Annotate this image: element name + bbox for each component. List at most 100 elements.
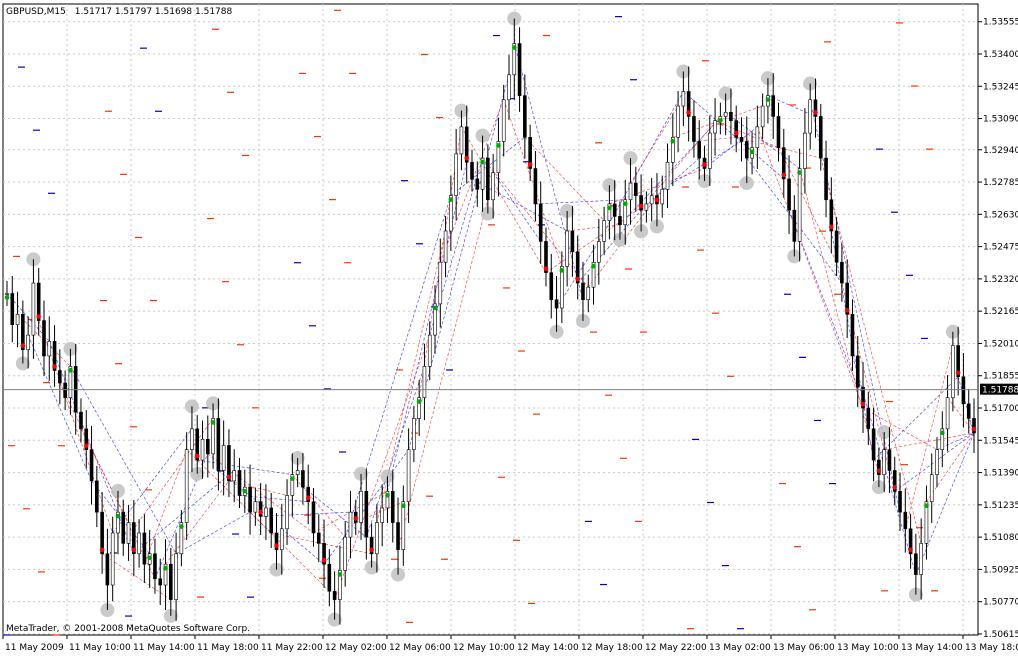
y-tick-label: 1.52320 xyxy=(983,275,1018,285)
signal-line xyxy=(651,116,721,196)
candle-body xyxy=(734,120,739,138)
buy-arrow xyxy=(242,488,248,494)
sell-arrow xyxy=(321,557,327,563)
buy-arrow xyxy=(210,420,216,425)
candle-body xyxy=(316,532,321,544)
candle-body xyxy=(63,382,67,398)
candle-body xyxy=(295,470,300,475)
candle-body xyxy=(443,230,448,263)
buy-arrow xyxy=(448,197,454,202)
candle-body xyxy=(486,157,490,201)
candle-body xyxy=(184,449,189,523)
sell-arrow xyxy=(52,364,57,369)
candle-body xyxy=(966,403,971,419)
candle-body xyxy=(523,95,527,138)
x-tick-label: 13 May 14:00 xyxy=(901,643,963,653)
x-tick-label: 13 May 02:00 xyxy=(709,643,771,653)
candle-body xyxy=(665,161,670,190)
candle-body xyxy=(871,428,876,461)
sell-arrow xyxy=(654,197,660,203)
candle-body xyxy=(364,491,369,538)
candle-body xyxy=(311,501,316,534)
copyright-footer: MetaTrader, © 2001-2008 MetaQuotes Softw… xyxy=(6,624,250,634)
candle-body xyxy=(105,553,110,586)
sell-arrow xyxy=(844,307,850,313)
y-tick-label: 1.50770 xyxy=(983,598,1018,608)
y-tick-label: 1.51080 xyxy=(983,533,1018,543)
signal-line xyxy=(640,157,700,211)
candle-body xyxy=(285,495,289,530)
candle-body xyxy=(824,157,828,201)
candle-body xyxy=(274,532,279,550)
candle-body xyxy=(31,282,36,336)
y-tick-label: 1.52785 xyxy=(983,178,1018,188)
candle-body xyxy=(21,313,25,350)
signal-line xyxy=(144,449,187,565)
signal-line xyxy=(292,474,346,538)
buy-arrow xyxy=(670,138,676,144)
sell-arrow xyxy=(131,547,137,553)
buy-arrow xyxy=(147,555,152,561)
candle-body xyxy=(237,470,242,496)
candle-body xyxy=(914,553,918,575)
signal-line xyxy=(365,366,425,538)
x-tick-label: 11 May 10:00 xyxy=(69,643,131,653)
candle-body xyxy=(755,126,760,148)
candle-body xyxy=(681,91,686,107)
candle-body xyxy=(951,345,955,398)
candle-body xyxy=(375,522,379,555)
candle-body xyxy=(818,116,823,159)
candle-body xyxy=(153,553,157,580)
sell-arrow xyxy=(194,453,200,459)
sell-arrow xyxy=(733,130,739,136)
sell-arrow xyxy=(527,162,533,167)
y-tick-label: 1.52165 xyxy=(983,307,1018,317)
sell-arrow xyxy=(781,172,787,178)
signal-line xyxy=(545,203,647,273)
current-price-label: 1.51788 xyxy=(982,386,1018,396)
candle-body xyxy=(697,141,702,159)
candle-body xyxy=(427,334,432,367)
buy-arrow xyxy=(496,143,501,148)
signal-line xyxy=(271,532,372,555)
signal-line xyxy=(461,126,547,273)
signal-line xyxy=(884,432,975,451)
candle-body xyxy=(649,195,654,205)
candle-body xyxy=(723,111,728,117)
candle-body xyxy=(369,536,374,555)
candle-body xyxy=(142,532,147,565)
candle-body xyxy=(200,438,205,461)
signal-line xyxy=(281,528,325,565)
sell-arrow xyxy=(99,547,105,553)
sell-arrow xyxy=(638,203,644,209)
signal-line xyxy=(820,158,922,544)
signal-line xyxy=(567,224,621,232)
candle-body xyxy=(639,195,643,211)
signal-line xyxy=(513,43,584,300)
candle-body xyxy=(517,43,522,96)
signal-line xyxy=(503,99,563,267)
signal-line xyxy=(492,172,541,242)
candle-body xyxy=(110,532,115,586)
buy-arrow xyxy=(432,305,438,311)
candle-body xyxy=(707,132,712,169)
candle-body xyxy=(401,501,406,550)
x-tick-label: 11 May 2009 xyxy=(5,643,64,653)
signal-line xyxy=(926,432,975,502)
candle-body xyxy=(211,418,215,455)
signal-line xyxy=(524,137,605,221)
candle-body xyxy=(945,397,950,430)
candle-body xyxy=(602,220,606,242)
candle-body xyxy=(713,120,717,134)
candle-body xyxy=(95,480,99,513)
candle-body xyxy=(676,105,680,138)
candle-body xyxy=(544,241,548,273)
candle-body xyxy=(739,136,744,142)
x-tick-label: 12 May 02:00 xyxy=(325,643,387,653)
candle-body xyxy=(744,141,749,159)
candle-body xyxy=(132,522,136,555)
signal-arrows xyxy=(4,45,977,577)
y-tick-label: 1.52010 xyxy=(983,339,1018,349)
